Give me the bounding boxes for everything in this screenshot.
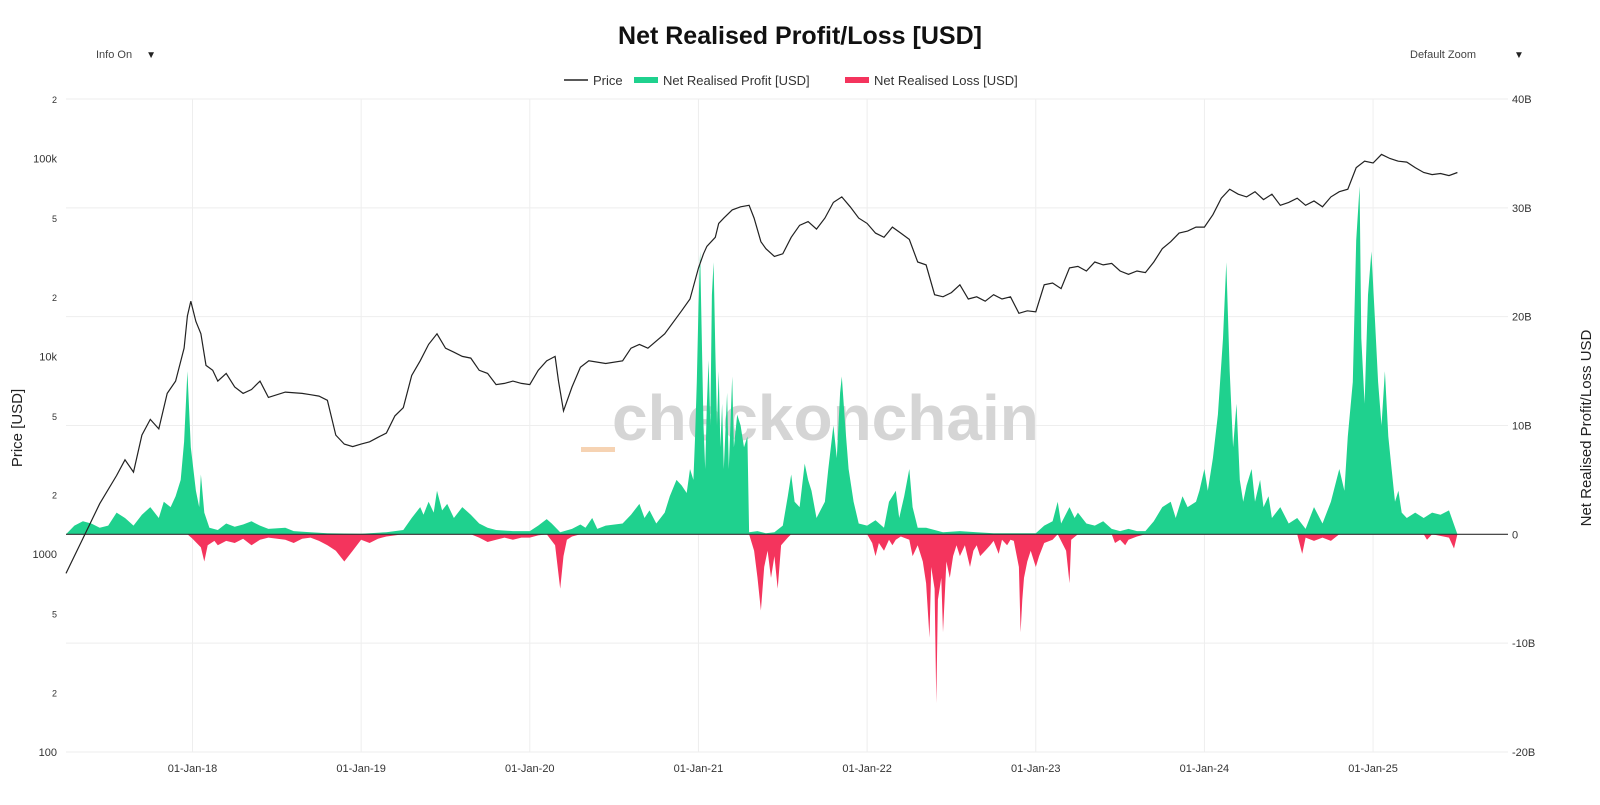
left-axis-title: Price [USD] [9,389,26,467]
left-tick-label: 5 [52,610,57,620]
left-tick-label: 10k [39,351,57,363]
left-tick-label: 100 [39,747,57,759]
left-tick-label: 100k [33,154,57,166]
profit-loss-areas [66,186,1458,703]
legend-profit-label: Net Realised Profit [USD] [663,73,810,88]
right-tick-label: 20B [1512,312,1532,324]
profit-area [66,186,1458,535]
x-tick-label: 01-Jan-22 [842,763,892,775]
chart-title: Net Realised Profit/Loss [USD] [618,22,982,50]
right-tick-label: 0 [1512,529,1518,541]
legend: Price Net Realised Profit [USD] Net Real… [564,73,1018,88]
loss-area [66,534,1458,703]
right-tick-label: -20B [1512,747,1535,759]
left-tick-label: 5 [52,412,57,422]
x-tick-label: 01-Jan-24 [1180,763,1230,775]
right-tick-label: 10B [1512,421,1532,433]
left-tick-label: 2 [52,95,57,105]
right-tick-label: 30B [1512,203,1532,215]
watermark: checkonchain [612,382,1039,454]
info-toggle-dropdown[interactable]: Info On ▼ [88,44,164,66]
right-tick-label: -10B [1512,638,1535,650]
x-tick-label: 01-Jan-25 [1348,763,1398,775]
left-tick-label: 2 [52,491,57,501]
left-tick-label: 1000 [33,549,57,561]
zoom-label: Default Zoom [1410,49,1477,61]
legend-price-label: Price [593,73,623,88]
right-axis-title: Net Realised Profit/Loss USD [1578,329,1595,526]
right-tick-label: 40B [1512,94,1532,106]
legend-profit-swatch [634,77,658,83]
x-tick-label: 01-Jan-18 [168,763,218,775]
zoom-dropdown[interactable]: Default Zoom ▼ [1402,44,1532,66]
left-tick-label: 5 [52,214,57,224]
legend-loss-swatch [845,77,869,83]
chevron-down-icon: ▼ [1514,49,1524,61]
left-tick-label: 2 [52,293,57,303]
grid-lines [66,98,1508,753]
left-tick-label: 2 [52,688,57,698]
chevron-down-icon: ▼ [146,49,156,61]
left-axis-ticks: 100 2 5 1000 2 5 10k 2 5 100k 2 [33,95,58,759]
x-tick-label: 01-Jan-23 [1011,763,1061,775]
price-line [65,153,1458,574]
right-axis-ticks: 40B 30B 20B 10B 0 -10B -20B [1512,94,1535,759]
watermark-underscore [581,447,615,452]
x-tick-label: 01-Jan-19 [336,763,386,775]
x-axis-ticks: 01-Jan-18 01-Jan-19 01-Jan-20 01-Jan-21 01-J… [168,763,1398,775]
legend-loss-label: Net Realised Loss [USD] [874,73,1018,88]
x-tick-label: 01-Jan-20 [505,763,555,775]
price-series-line [65,153,1458,574]
x-tick-label: 01-Jan-21 [674,763,724,775]
info-toggle-label: Info On [96,49,133,61]
